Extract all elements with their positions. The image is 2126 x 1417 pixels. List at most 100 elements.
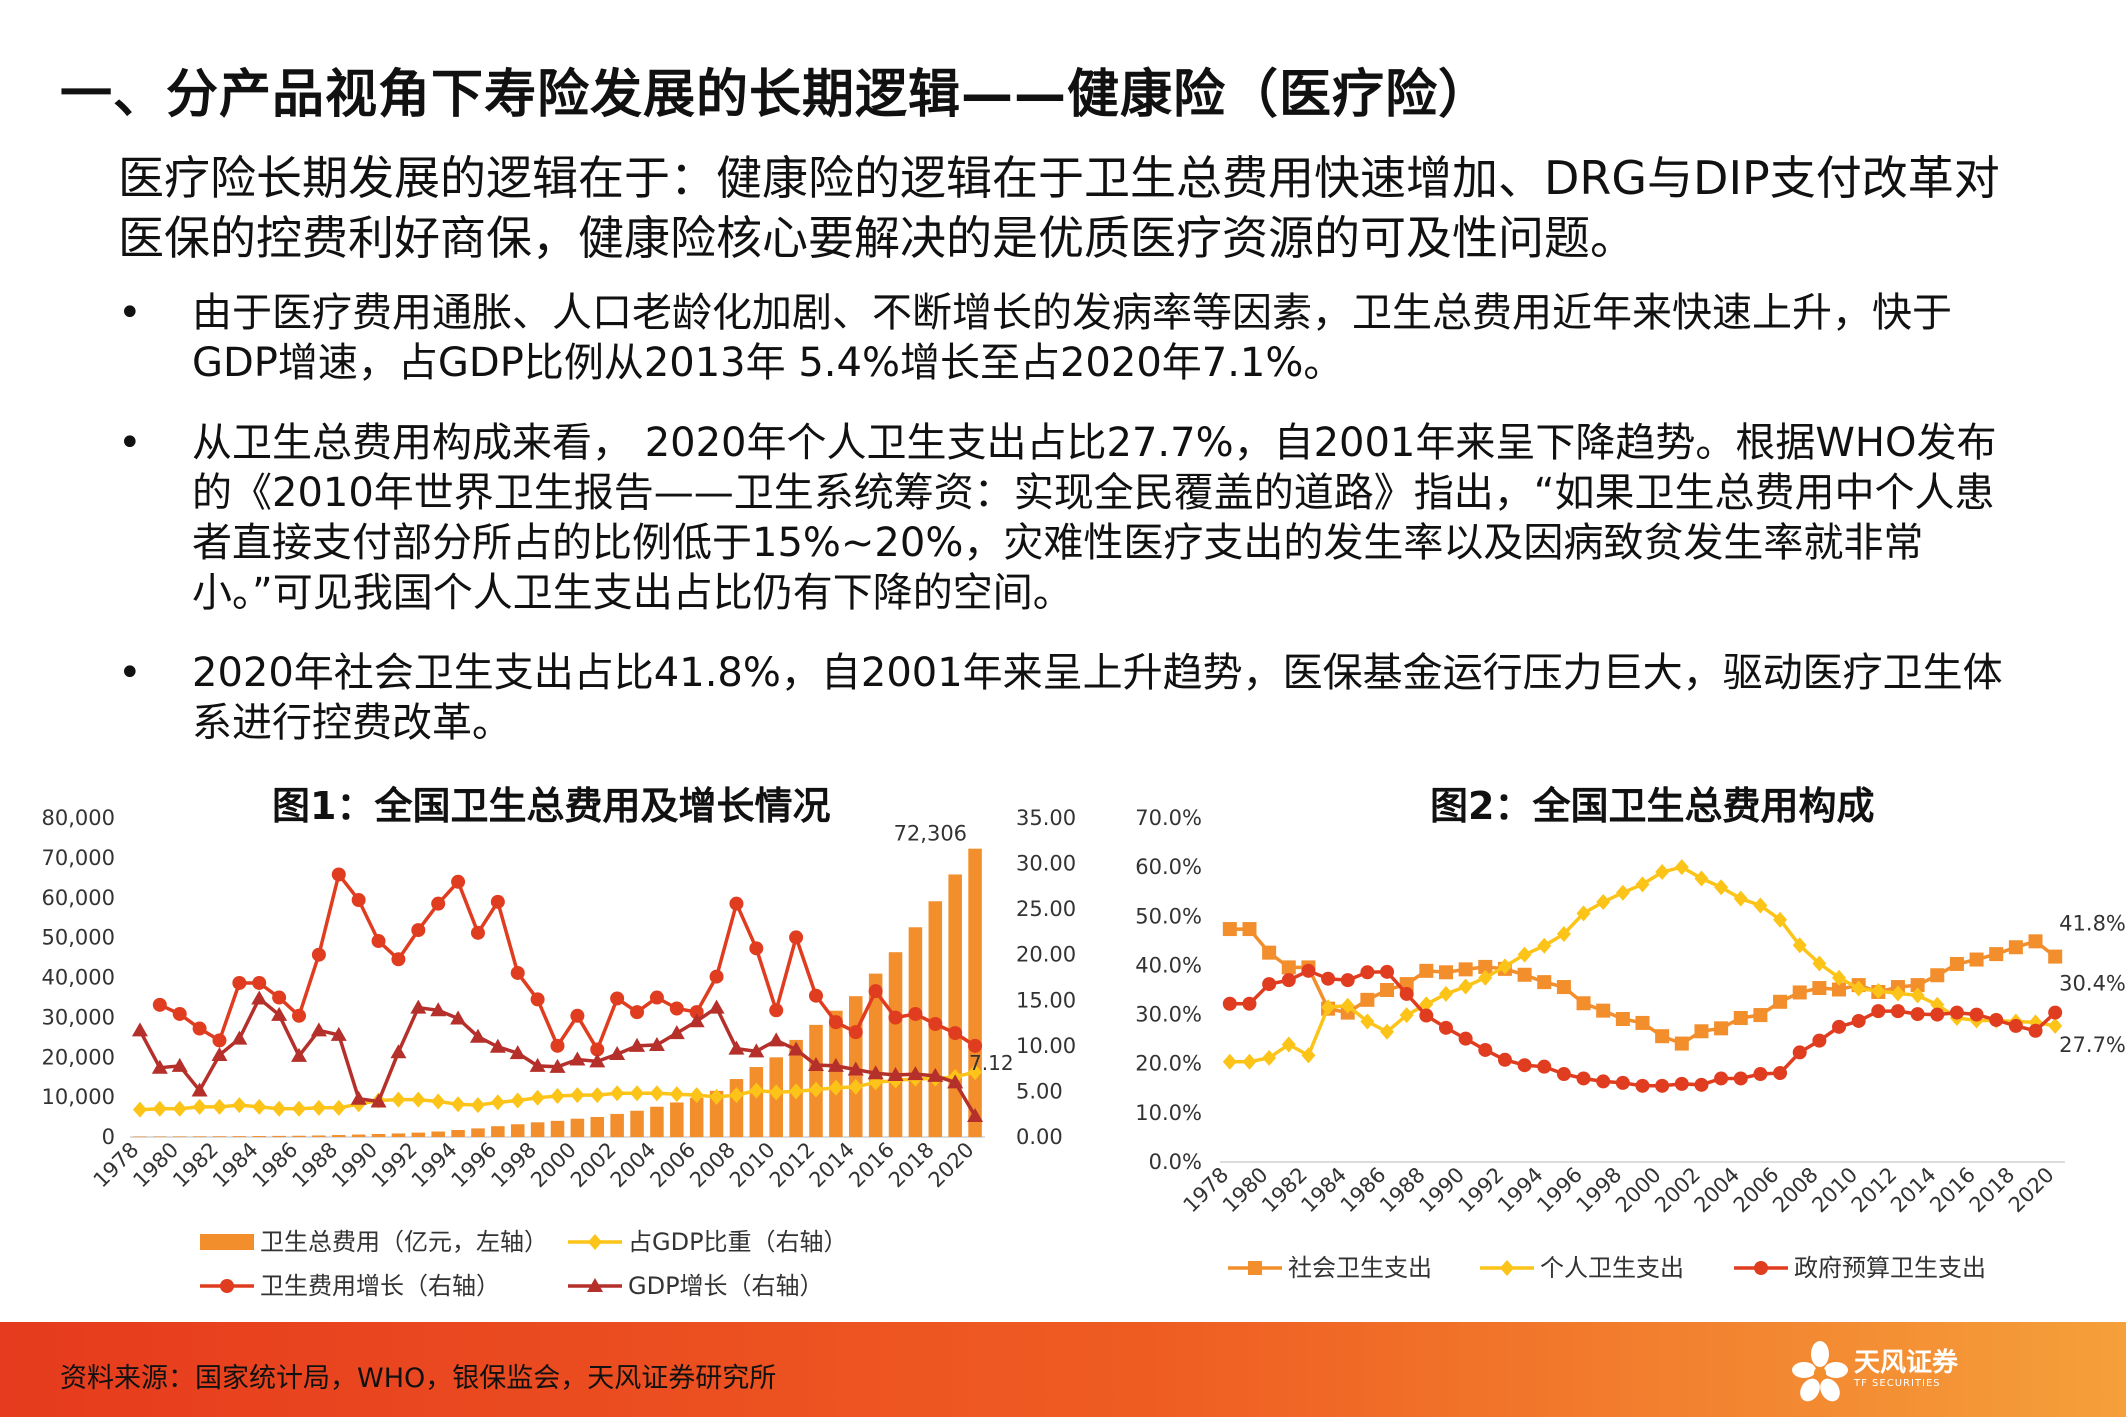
chart2-point-1: [1262, 1049, 1277, 1066]
bullet-item: • 由于医疗费用通胀、人口老龄化加剧、不断增长的发病率等因素，卫生总费用近年来快速…: [118, 288, 2018, 388]
chart1-point-1: [550, 1087, 565, 1104]
chart2-svg: 70.0% 60.0% 50.0% 40.0% 30.0% 20.0% 10.0% 0.0% 4…: [1135, 806, 2126, 1282]
chart1-point-1: [391, 1091, 406, 1108]
chart2-y-tick: 70.0%: [1135, 806, 1202, 830]
chart1-point-2: [610, 991, 625, 1006]
brand-sub: TF SECURITIES: [1854, 1378, 1941, 1389]
chart2-point-0: [2008, 940, 2023, 955]
chart2-point-1: [1242, 1053, 1257, 1070]
chart1-point-3: [410, 999, 427, 1014]
chart1-point-3: [151, 1059, 168, 1074]
chart1-point-2: [709, 969, 724, 984]
chart2-point-0: [1753, 1008, 1768, 1023]
chart1-x-tick: 1984: [208, 1138, 263, 1193]
chart1-bar: [471, 1128, 485, 1137]
chart1-data-label: 7.12: [969, 1051, 1014, 1075]
chart1-point-1: [490, 1094, 505, 1111]
chart1-x-tick: 1986: [248, 1138, 303, 1193]
chart1-y-tick-right: 35.00: [1016, 806, 1076, 830]
chart2-point-2: [1910, 1007, 1925, 1022]
chart1-y-tick-right: 15.00: [1016, 988, 1076, 1012]
chart1-point-3: [788, 1041, 805, 1056]
chart2-point-1: [1517, 946, 1532, 963]
chart1-point-2: [530, 992, 545, 1007]
chart1-point-1: [649, 1085, 664, 1102]
chart1-point-1: [470, 1097, 485, 1114]
chart1-point-3: [529, 1057, 546, 1072]
chart2-y-tick: 0.0%: [1149, 1150, 1202, 1174]
chart1-point-3: [509, 1045, 526, 1060]
chart2-point-2: [1596, 1074, 1611, 1089]
chart2-point-1: [1832, 969, 1847, 986]
chart2-point-2: [1497, 1052, 1512, 1067]
chart2-point-0: [1733, 1011, 1748, 1026]
chart2-point-1: [1910, 987, 1925, 1004]
chart2-point-1: [1596, 894, 1611, 911]
chart1-point-3: [648, 1036, 665, 1051]
chart1-point-1: [212, 1098, 227, 1115]
chart2-point-2: [1930, 1007, 1945, 1022]
chart1-point-3: [768, 1032, 785, 1047]
chart2-point-2: [1419, 1008, 1434, 1023]
chart1-bar: [570, 1118, 585, 1137]
chart2-point-0: [1930, 968, 1945, 983]
chart1-point-1: [311, 1099, 326, 1116]
chart2-point-2: [1262, 977, 1277, 992]
chart2-point-2: [1733, 1071, 1748, 1086]
chart2-point-1: [2048, 1017, 2063, 1034]
chart1-bar: [411, 1132, 426, 1137]
chart2-point-1: [1399, 1007, 1414, 1024]
chart2-legend-label: 个人卫生支出: [1540, 1254, 1684, 1282]
chart1-point-3: [131, 1022, 148, 1037]
chart1-point-1: [192, 1098, 207, 1115]
chart1-bar: [510, 1124, 525, 1137]
chart1-point-3: [688, 1013, 705, 1028]
chart2-x-tick: 2000: [1611, 1163, 1666, 1218]
chart1-bar: [670, 1102, 684, 1137]
chart1-point-3: [450, 1010, 467, 1025]
chart2-point-2: [1949, 1005, 1964, 1020]
chart1-point-3: [489, 1038, 506, 1053]
chart2-point-0: [1910, 978, 1925, 993]
chart1-y-tick-right: 20.00: [1016, 943, 1076, 967]
chart1-point-1: [808, 1081, 823, 1098]
chart1-y-tick-left: 0: [102, 1125, 115, 1149]
chart1-point-1: [709, 1088, 724, 1105]
chart1-point-1: [610, 1085, 625, 1102]
chart1-legend-marker: [220, 1279, 234, 1293]
chart1-point-1: [510, 1092, 525, 1109]
chart2-x-tick: 1990: [1414, 1163, 1469, 1218]
chart2-point-1: [1301, 1047, 1316, 1064]
chart1-point-2: [152, 997, 167, 1012]
chart1-point-1: [789, 1083, 804, 1100]
chart1-legend-label: 占GDP比重（右轴）: [628, 1228, 848, 1256]
chart1-point-2: [331, 867, 346, 882]
chart2-point-1: [1340, 997, 1355, 1014]
chart1-point-1: [729, 1087, 744, 1104]
chart2-point-2: [1321, 971, 1336, 986]
chart1-x-tick: 2000: [526, 1138, 581, 1193]
chart1-point-2: [590, 1042, 605, 1057]
chart1-x-tick: 2012: [765, 1138, 820, 1193]
chart2-x-tick: 2016: [1925, 1163, 1980, 1218]
chart2-point-2: [1242, 996, 1257, 1011]
footer-bar: 资料来源：国家统计局，WHO，银保监会，天风证券研究所 天风证券 TF SECU…: [0, 1322, 2126, 1417]
chart2-point-0: [1556, 980, 1571, 995]
chart1-point-2: [192, 1021, 207, 1036]
chart1-x-tick: 1982: [168, 1138, 223, 1193]
chart1-legend-marker: [588, 1234, 602, 1250]
chart2-y-tick: 60.0%: [1135, 855, 1202, 879]
chart2-point-2: [1694, 1077, 1709, 1092]
chart1-point-2: [391, 952, 406, 967]
chart2-point-2: [1281, 973, 1296, 988]
lead-paragraph: 医疗险长期发展的逻辑在于：健康险的逻辑在于卫生总费用快速增加、DRG与DIP支付…: [118, 151, 2000, 265]
chart1-y-tick-left: 10,000: [42, 1085, 115, 1109]
chart2-legend-marker: [1248, 1261, 1262, 1275]
chart1-x-tick: 2002: [566, 1138, 621, 1193]
chart1-point-3: [231, 1030, 248, 1045]
chart2-point-0: [1222, 922, 1237, 937]
chart2-point-2: [1969, 1007, 1984, 1022]
chart1-point-1: [530, 1089, 545, 1106]
chart2-point-0: [1773, 994, 1788, 1009]
chart1-bar: [610, 1113, 624, 1137]
